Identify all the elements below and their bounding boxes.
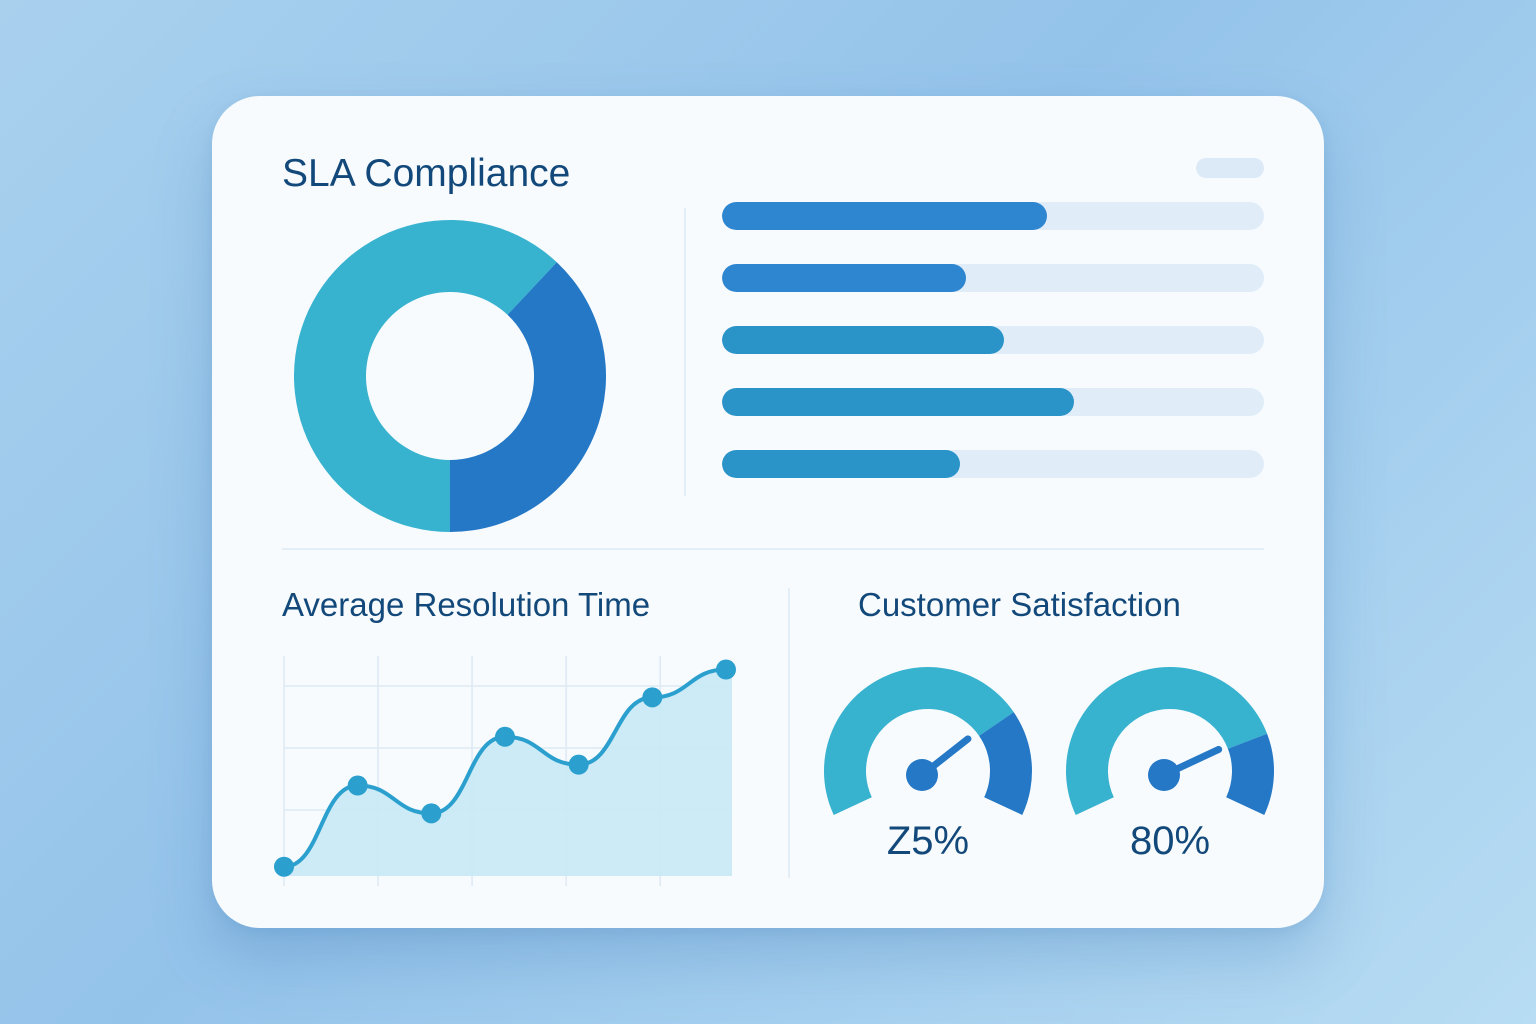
bar-track-5 xyxy=(722,450,1264,478)
area-fill xyxy=(284,669,732,876)
resolution-area-chart xyxy=(274,656,736,886)
sla-bar-list xyxy=(722,202,1264,512)
data-point-6 xyxy=(642,687,663,708)
gauge-arc-filled xyxy=(824,667,1014,815)
gauge-value-label: Z5% xyxy=(886,819,970,863)
bar-track-1 xyxy=(722,202,1264,230)
bar-1 xyxy=(722,202,1048,230)
bar-5 xyxy=(722,450,961,478)
satisfaction-gauge-2: 80% xyxy=(1060,661,1280,881)
gauge-arc-filled xyxy=(1066,667,1268,815)
sla-compliance-title: SLA Compliance xyxy=(282,152,571,195)
bar-3 xyxy=(722,326,1004,354)
donut-slice-2 xyxy=(450,262,606,532)
gauge-hub xyxy=(906,759,938,791)
bar-track-4 xyxy=(722,388,1264,416)
satisfaction-gauge-1: Z5% xyxy=(818,661,1038,881)
data-point-3 xyxy=(421,803,442,824)
divider-horizontal xyxy=(282,548,1264,550)
menu-pill[interactable] xyxy=(1196,158,1264,178)
average-resolution-time-title: Average Resolution Time xyxy=(282,586,651,623)
divider-vertical-top xyxy=(684,208,686,496)
data-point-7 xyxy=(716,659,736,680)
bar-4 xyxy=(722,388,1075,416)
data-point-2 xyxy=(347,775,368,796)
bar-track-3 xyxy=(722,326,1264,354)
dashboard-card: SLA Compliance Average Resolution Time C… xyxy=(212,96,1324,928)
data-point-4 xyxy=(495,726,515,747)
data-point-1 xyxy=(274,856,294,877)
gauge-arc-remaining xyxy=(1226,733,1274,815)
gauge-hub xyxy=(1148,759,1180,791)
customer-satisfaction-title: Customer Satisfaction xyxy=(858,586,1181,623)
divider-vertical-bottom xyxy=(788,588,790,878)
gauge-arc-remaining xyxy=(979,712,1032,815)
donut-slice-1 xyxy=(293,219,557,532)
gauge-value-label: 80% xyxy=(1129,819,1211,863)
bar-track-2 xyxy=(722,264,1264,292)
sla-donut-chart xyxy=(293,219,606,532)
data-point-5 xyxy=(568,754,589,775)
bar-2 xyxy=(722,264,966,292)
